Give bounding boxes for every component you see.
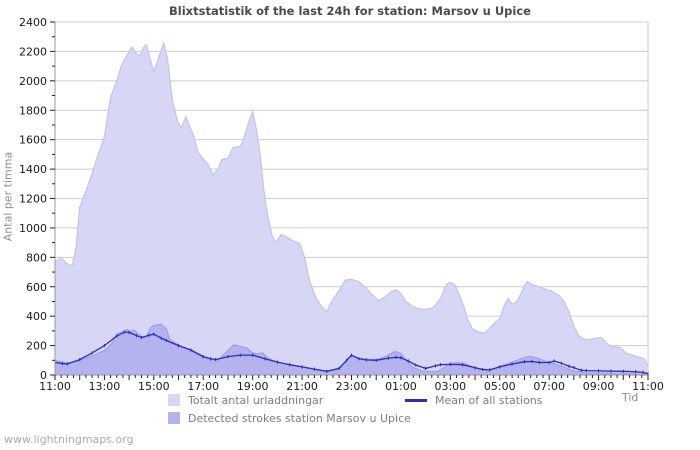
svg-text:2200: 2200 xyxy=(19,45,47,58)
svg-text:03:00: 03:00 xyxy=(434,380,466,393)
svg-text:1200: 1200 xyxy=(19,193,47,206)
x-axis-label: Tid xyxy=(622,391,639,404)
svg-text:23:00: 23:00 xyxy=(336,380,368,393)
svg-text:2000: 2000 xyxy=(19,75,47,88)
legend-item-mean: Mean of all stations xyxy=(405,393,543,407)
svg-text:15:00: 15:00 xyxy=(138,380,170,393)
svg-text:600: 600 xyxy=(26,281,47,294)
svg-text:19:00: 19:00 xyxy=(237,380,269,393)
svg-text:200: 200 xyxy=(26,340,47,353)
svg-text:1800: 1800 xyxy=(19,104,47,117)
series-line-2 xyxy=(54,330,649,376)
x-tick-labels: 11:00 13:00 15:00 17:00 19:00 21:00 23:00 01:00… xyxy=(39,380,664,393)
svg-text:1600: 1600 xyxy=(19,134,47,147)
svg-text:07:00: 07:00 xyxy=(533,380,565,393)
legend-label-mean: Mean of all stations xyxy=(435,393,543,407)
legend-label-total: Totalt antal urladdningar xyxy=(188,393,324,407)
legend-item-detected: Detected strokes station Marsov u Upice xyxy=(168,411,411,425)
legend-swatch-detected xyxy=(168,412,180,424)
svg-text:11:00: 11:00 xyxy=(632,380,664,393)
svg-text:13:00: 13:00 xyxy=(89,380,121,393)
svg-text:1400: 1400 xyxy=(19,163,47,176)
footer-link[interactable]: www.lightningmaps.org xyxy=(4,433,134,446)
chart-title: Blixtstatistik of the last 24h for stati… xyxy=(169,4,531,18)
y-tick-labels: 0 200 400 600 800 1000 1200 1400 1600 1800 2000 220… xyxy=(19,16,47,382)
legend-line-mean xyxy=(405,398,427,402)
svg-text:21:00: 21:00 xyxy=(286,380,318,393)
legend-label-detected: Detected strokes station Marsov u Upice xyxy=(188,411,411,425)
legend-item-total: Totalt antal urladdningar xyxy=(168,393,323,407)
svg-text:2400: 2400 xyxy=(19,16,47,29)
svg-text:17:00: 17:00 xyxy=(187,380,219,393)
svg-text:1000: 1000 xyxy=(19,222,47,235)
svg-text:01:00: 01:00 xyxy=(385,380,417,393)
legend-swatch-total xyxy=(168,394,180,406)
svg-text:09:00: 09:00 xyxy=(583,380,615,393)
x-axis-ticks xyxy=(54,375,649,380)
y-axis-ticks xyxy=(50,21,55,376)
svg-text:11:00: 11:00 xyxy=(39,380,71,393)
svg-text:05:00: 05:00 xyxy=(484,380,516,393)
svg-text:800: 800 xyxy=(26,251,47,264)
svg-text:400: 400 xyxy=(26,310,47,323)
svg-text:0: 0 xyxy=(40,369,47,382)
series-area-0 xyxy=(54,41,649,376)
